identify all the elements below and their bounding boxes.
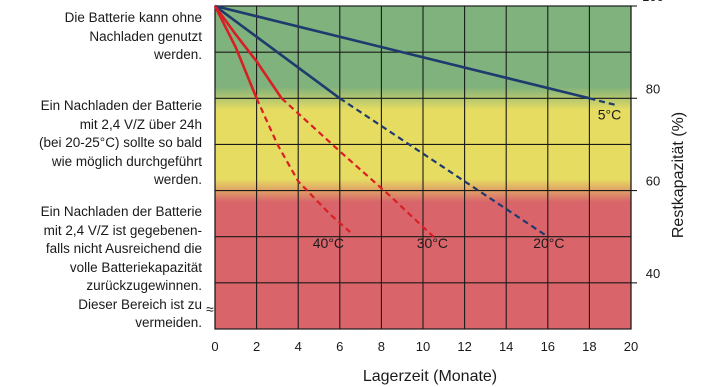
y-tick-label: 40 <box>646 266 660 281</box>
series-line-solid <box>214 4 341 100</box>
series-40C <box>213 5 351 233</box>
series-line-dashed <box>589 97 617 107</box>
series-line-dashed <box>339 97 549 238</box>
x-tick-label: 2 <box>253 339 260 354</box>
series-label: 30°C <box>417 235 448 251</box>
series-line-solid <box>214 4 590 100</box>
series-label: 40°C <box>313 235 344 251</box>
y-axis-label: Restkapazität (%) <box>670 112 687 238</box>
plot-frame <box>214 5 632 330</box>
x-tick-labels: 0 2 4 6 8 10 12 14 16 18 20 <box>211 339 638 354</box>
series-line-dashed <box>280 97 435 238</box>
series-30C <box>213 5 435 238</box>
x-tick-label: 6 <box>336 339 343 354</box>
y-tick-label: 60 <box>646 174 660 189</box>
series-labels: 5°C 20°C 30°C 40°C <box>313 106 621 251</box>
x-tick-label: 16 <box>541 339 555 354</box>
series-label: 20°C <box>533 235 564 251</box>
x-tick-label: 8 <box>378 339 385 354</box>
series-5C <box>214 4 617 107</box>
series-label: 5°C <box>598 106 622 122</box>
zone-text-yellow: Ein Nachladen der Batterie mit 2,4 V/Z ü… <box>39 98 202 187</box>
x-axis-label: Lagerzeit (Monate) <box>363 368 497 385</box>
series-line-solid <box>213 5 283 100</box>
x-tick-label: 0 <box>211 339 218 354</box>
zone-text-red: Ein Nachladen der Batterie mit 2,4 V/Z i… <box>40 204 202 330</box>
y-tick-labels: 40 60 80 100 <box>642 0 664 281</box>
x-tick-label: 14 <box>499 339 513 354</box>
y-tick-label: 100 <box>642 0 664 4</box>
series-line-dashed <box>255 97 351 233</box>
series-20C <box>214 4 549 238</box>
zone-text-green: Die Batterie kann ohne Nachladen genutzt… <box>64 10 202 62</box>
y-tick-label: 80 <box>646 81 660 96</box>
series-lines <box>213 4 617 238</box>
x-tick-label: 18 <box>582 339 596 354</box>
x-tick-label: 12 <box>457 339 471 354</box>
x-tick-label: 10 <box>416 339 430 354</box>
axis-break-symbol: ≈ <box>206 301 214 317</box>
x-tick-label: 20 <box>624 339 638 354</box>
series-line-solid <box>213 5 258 99</box>
x-tick-label: 4 <box>295 339 302 354</box>
